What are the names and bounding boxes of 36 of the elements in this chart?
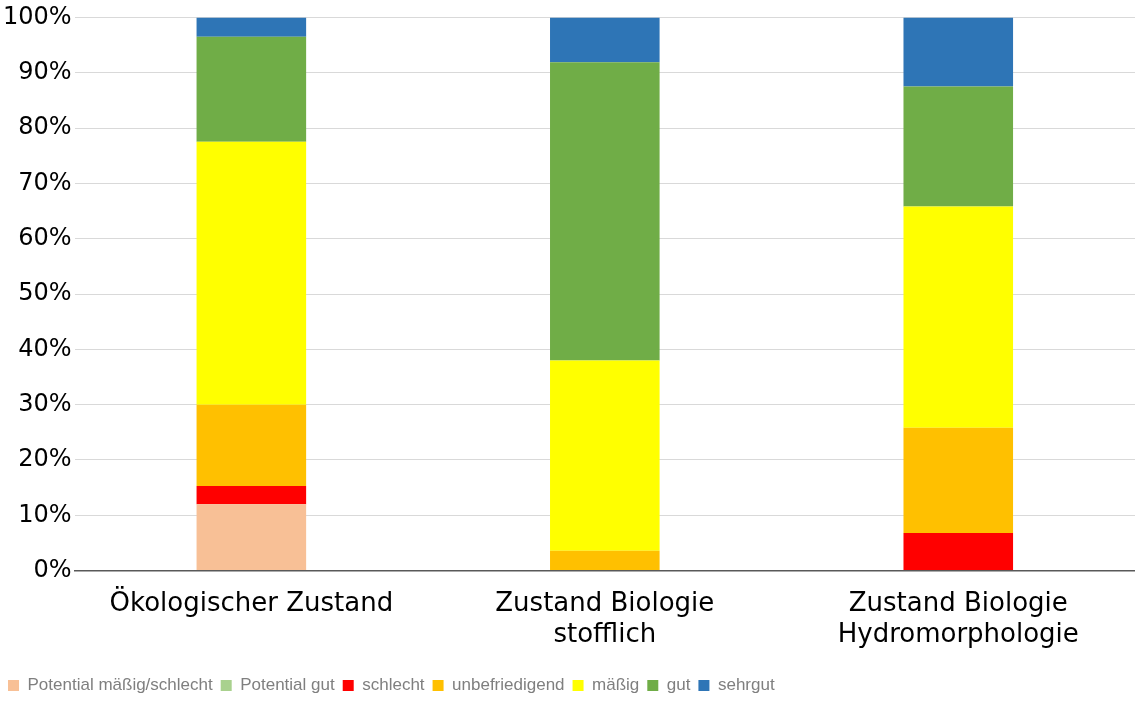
bar — [196, 141, 307, 405]
bar — [196, 504, 307, 571]
x-tick-label: Zustand Biologie Hydromorphologie — [837, 586, 1079, 649]
y-tick-label: 90% — [18, 56, 72, 85]
bar — [903, 86, 1014, 207]
bar — [196, 404, 307, 486]
bar — [550, 62, 660, 361]
bar — [196, 485, 307, 505]
legend-label: mäßig — [592, 675, 640, 695]
y-tick-label: 70% — [18, 167, 72, 196]
bar — [903, 206, 1014, 428]
bar — [903, 427, 1014, 533]
bar — [550, 360, 660, 551]
bar — [903, 532, 1014, 571]
y-tick-label: 50% — [18, 278, 72, 307]
legend-label: sehrgut — [717, 675, 775, 695]
bar — [550, 550, 660, 571]
y-tick-label: 30% — [18, 388, 72, 417]
bar — [196, 17, 307, 37]
y-tick-label: 10% — [18, 499, 72, 528]
bar — [550, 17, 660, 63]
x-tick-label: Ökologischer Zustand — [109, 585, 394, 617]
legend-label: schlecht — [362, 675, 425, 695]
bar — [903, 17, 1014, 87]
y-tick-label: 40% — [18, 333, 72, 362]
legend-label: unbefriedigend — [452, 675, 565, 695]
legend-label: gut — [666, 675, 691, 695]
legend-label: Potential gut — [240, 675, 335, 695]
y-tick-label: 60% — [18, 222, 72, 251]
y-tick-label: 20% — [18, 444, 72, 473]
y-tick-label: 80% — [18, 112, 72, 141]
x-tick-label: Zustand Biologie stofflich — [495, 586, 715, 649]
bar — [196, 36, 307, 142]
y-tick-label: 0% — [33, 554, 72, 583]
legend-label: Potential mäßig/schlecht — [27, 675, 213, 695]
y-tick-label: 100% — [2, 1, 72, 30]
